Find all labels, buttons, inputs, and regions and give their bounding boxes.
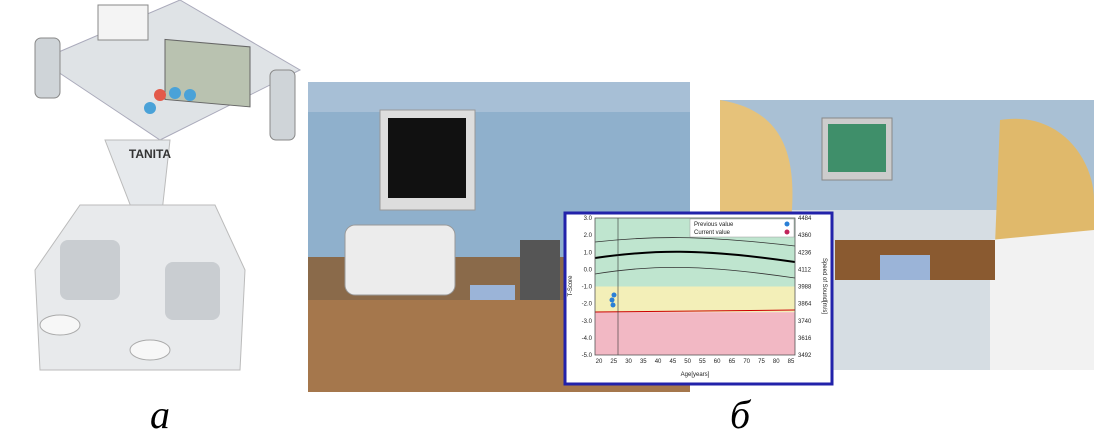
y2-tick-label: 4360 xyxy=(798,233,812,239)
x-tick-label: 80 xyxy=(773,359,780,365)
x-tick-label: 85 xyxy=(788,359,795,365)
y2-tick-label: 3864 xyxy=(798,302,812,308)
y-axis-label: T-Score xyxy=(568,275,574,297)
x-tick-label: 60 xyxy=(714,359,721,365)
x-tick-label: 75 xyxy=(758,359,765,365)
y2-tick-label: 4484 xyxy=(798,216,812,222)
y2-tick-label: 3740 xyxy=(798,319,812,325)
x-tick-label: 50 xyxy=(684,359,691,365)
legend-entry: Previous value xyxy=(694,222,734,228)
y-tick-label: 3.0 xyxy=(584,216,593,222)
legend-entry: Current value xyxy=(694,230,731,236)
photo-analyzer: TANITA xyxy=(35,0,300,370)
x-tick-label: 20 xyxy=(596,359,603,365)
y-tick-label: -4.0 xyxy=(582,336,593,342)
y-tick-label: -5.0 xyxy=(582,353,593,359)
x-tick-label: 65 xyxy=(729,359,736,365)
y2-axis-label: Speed of Sound[m/s] xyxy=(821,258,827,314)
y2-tick-label: 4112 xyxy=(798,267,812,273)
y-tick-label: 1.0 xyxy=(584,250,593,256)
risk-band xyxy=(595,312,795,355)
caption: б xyxy=(730,392,752,436)
y-tick-label: -1.0 xyxy=(582,285,593,291)
y2-tick-label: 3988 xyxy=(798,285,812,291)
x-tick-label: 55 xyxy=(699,359,706,365)
x-tick-label: 70 xyxy=(743,359,750,365)
y-tick-label: 0.0 xyxy=(584,267,593,273)
inset-chart: Previous value Current value T-Score Spe… xyxy=(565,213,832,384)
x-tick-label: 25 xyxy=(610,359,617,365)
y2-tick-label: 3616 xyxy=(798,336,812,342)
page: TANITA xyxy=(0,0,1094,436)
x-tick-label: 45 xyxy=(670,359,677,365)
y-tick-label: -2.0 xyxy=(582,302,593,308)
y2-tick-label: 4236 xyxy=(798,250,812,256)
figure: TANITA xyxy=(0,0,1094,436)
y-tick-label: -3.0 xyxy=(582,319,593,325)
y-tick-label: 2.0 xyxy=(584,233,593,239)
caption: а xyxy=(150,392,170,436)
x-axis-label: Age[years] xyxy=(681,372,710,378)
x-tick-label: 35 xyxy=(640,359,647,365)
x-tick-label: 40 xyxy=(655,359,662,365)
low-band xyxy=(595,287,795,313)
x-tick-label: 30 xyxy=(625,359,632,365)
y2-tick-label: 3492 xyxy=(798,353,812,359)
brand: TANITA xyxy=(129,147,172,161)
